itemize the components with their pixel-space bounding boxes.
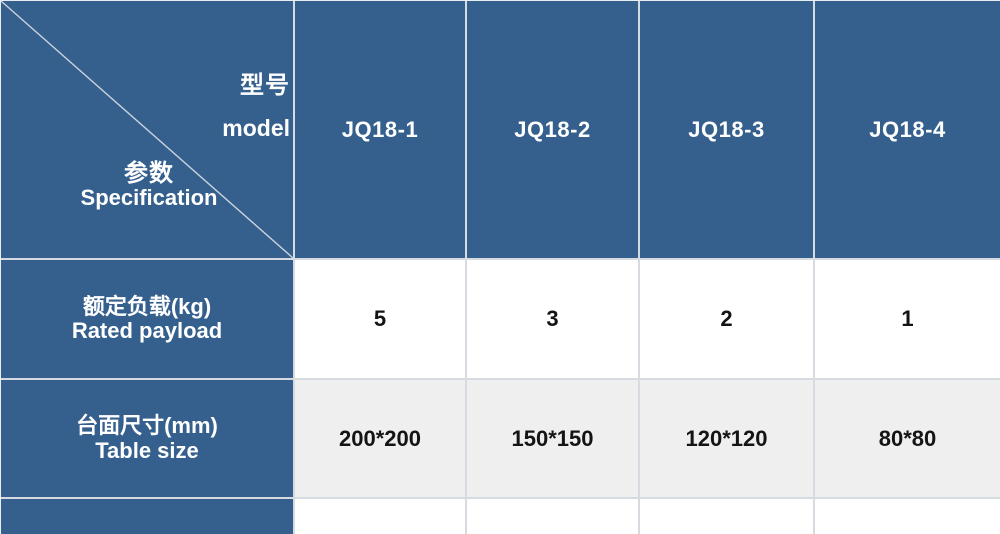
cell-rated-payload-jq18-1: 5 bbox=[295, 260, 465, 378]
row-header-partial bbox=[1, 499, 293, 534]
diagonal-divider-line bbox=[1, 1, 293, 258]
row-header-table-size-zh: 台面尺寸(mm) bbox=[76, 413, 218, 439]
corner-model-label-en: model bbox=[222, 115, 290, 141]
cell-partial-jq18-1 bbox=[295, 499, 465, 534]
cell-table-size-jq18-2: 150*150 bbox=[467, 380, 638, 497]
row-header-rated-payload-en: Rated payload bbox=[71, 318, 223, 343]
cell-table-size-jq18-1: 200*200 bbox=[295, 380, 465, 497]
row-header-rated-payload-zh: 额定负载(kg) bbox=[82, 293, 212, 319]
cell-rated-payload-jq18-4: 1 bbox=[815, 260, 1000, 378]
row-header-table-size: 台面尺寸(mm) Table size bbox=[1, 380, 293, 497]
corner-header-cell: 型号 model 参数 Specification bbox=[1, 1, 293, 258]
cell-partial-jq18-4 bbox=[815, 499, 1000, 534]
corner-specification-label-zh: 参数 bbox=[124, 160, 174, 187]
column-header-jq18-3: JQ18-3 bbox=[640, 1, 813, 258]
corner-model-label-zh: 型号 bbox=[240, 72, 290, 99]
column-header-jq18-4: JQ18-4 bbox=[815, 1, 1000, 258]
corner-model-label: 型号 model bbox=[222, 65, 290, 142]
cell-table-size-jq18-4: 80*80 bbox=[815, 380, 1000, 497]
row-header-table-size-en: Table size bbox=[95, 437, 199, 463]
row-header-rated-payload: 额定负载(kg) Rated payload bbox=[1, 260, 293, 378]
corner-specification-label: 参数 Specification bbox=[63, 161, 235, 209]
cell-table-size-jq18-3: 120*120 bbox=[640, 380, 813, 497]
cell-partial-jq18-3 bbox=[640, 499, 813, 534]
cell-rated-payload-jq18-3: 2 bbox=[640, 260, 813, 378]
column-header-jq18-2: JQ18-2 bbox=[467, 1, 638, 258]
cell-rated-payload-jq18-2: 3 bbox=[467, 260, 638, 378]
column-header-jq18-1: JQ18-1 bbox=[295, 1, 465, 258]
corner-specification-label-en: Specification bbox=[80, 185, 218, 211]
cell-partial-jq18-2 bbox=[467, 499, 638, 534]
